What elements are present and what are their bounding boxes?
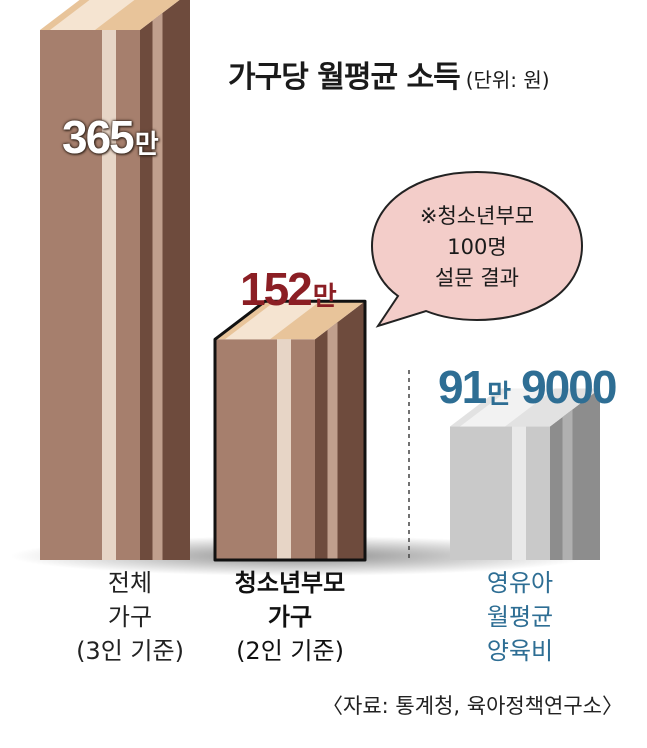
bar-2-outline: [213, 299, 367, 562]
bar-3-band-side: [562, 409, 573, 560]
category-3-line-2: 월평균: [486, 603, 554, 631]
category-2-line-3: (2인 기준): [236, 637, 344, 665]
note-line-2: 100명: [447, 235, 507, 259]
category-3-line-1: 영유아: [486, 569, 554, 597]
note-line-1: ※청소년부모: [419, 204, 535, 228]
category-2-line-2: 가구: [267, 603, 313, 631]
bar-3-band-front: [512, 426, 526, 560]
category-2-line-1: 청소년부모: [234, 569, 346, 597]
category-1-line-1: 전체: [107, 569, 153, 597]
value-label-2-number: 152: [240, 263, 313, 315]
value-label-1-number: 365: [62, 111, 135, 163]
category-1-line-2: 가구: [107, 603, 153, 631]
bar-3: [450, 388, 600, 560]
value-label-3-unit: 만: [487, 379, 512, 409]
bar-1-band-top: [50, 0, 135, 30]
bar-3-band-top: [460, 388, 555, 427]
value-label-2-unit: 만: [312, 281, 337, 311]
category-label-3: 영유아 월평균 양육비: [420, 566, 620, 668]
chart-unit: (단위: 원): [465, 68, 550, 92]
chart-title: 가구당 월평균 소득 (단위: 원): [228, 52, 550, 96]
bar-2-band-top: [225, 301, 320, 340]
value-label-3: 91만 9000: [438, 360, 617, 414]
category-1-line-3: (3인 기준): [76, 637, 184, 665]
survey-note: ※청소년부모 100명 설문 결과: [377, 172, 577, 322]
value-label-2: 152만: [240, 262, 337, 316]
value-label-1-unit: 만: [134, 129, 159, 159]
value-label-3-rest: 9000: [521, 361, 617, 413]
bar-2-band-side: [327, 322, 338, 560]
bar-1-band-front: [102, 30, 116, 560]
bar-1-front: [40, 30, 140, 560]
category-3-line-3: 양육비: [486, 637, 554, 665]
note-line-3: 설문 결과: [435, 266, 519, 290]
value-label-1: 365만: [62, 110, 159, 164]
bar-1-side: [140, 0, 190, 560]
chart-title-text: 가구당 월평균 소득: [228, 60, 461, 95]
category-label-1: 전체 가구 (3인 기준): [40, 566, 220, 668]
bar-3-front: [450, 426, 550, 560]
bar-2-side: [315, 301, 365, 560]
bar-2: [213, 299, 367, 562]
bar-2-front: [215, 339, 315, 560]
bar-1-band-side: [152, 12, 163, 560]
note-bubble: [370, 170, 584, 328]
bar-1: [40, 0, 190, 560]
category-label-2: 청소년부모 가구 (2인 기준): [195, 566, 385, 668]
value-label-3-number: 91: [438, 361, 487, 413]
source-note: 〈자료: 통계청, 육아정책연구소〉: [322, 694, 623, 718]
bar-2-band-front: [277, 339, 291, 560]
